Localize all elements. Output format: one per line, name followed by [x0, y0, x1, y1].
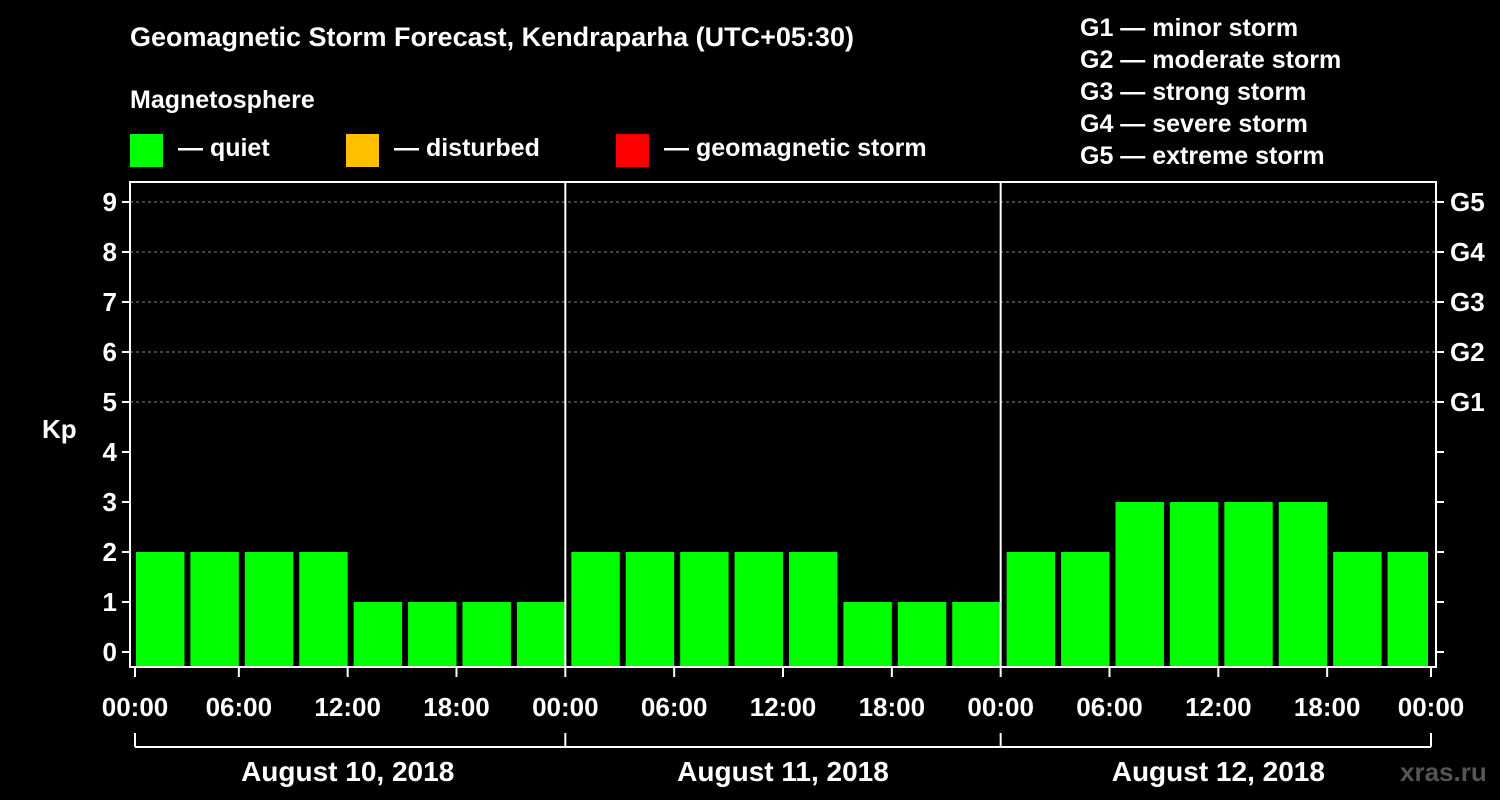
- g-level-label-g4: G4: [1450, 237, 1485, 267]
- day-label-1: August 11, 2018: [677, 756, 889, 787]
- storm-scale-g4: G4 — severe storm: [1080, 110, 1308, 138]
- legend-swatch-disturbed: [346, 134, 379, 167]
- y-tick-label-3: 3: [103, 487, 117, 517]
- g-level-label-g5: G5: [1450, 187, 1485, 217]
- bar-17: [1061, 552, 1110, 667]
- chart-title: Geomagnetic Storm Forecast, Kendraparha …: [130, 22, 854, 52]
- bar-0: [136, 552, 185, 667]
- storm-scale-g1: G1 — minor storm: [1080, 14, 1299, 42]
- bar-20: [1224, 502, 1273, 667]
- y-tick-label-5: 5: [103, 387, 117, 417]
- g-level-label-g1: G1: [1450, 387, 1485, 417]
- legend-label-disturbed: — disturbed: [394, 134, 540, 162]
- storm-scale-g3: G3 — strong storm: [1080, 78, 1307, 106]
- bar-5: [408, 602, 457, 667]
- bar-22: [1333, 552, 1382, 667]
- bar-12: [789, 552, 838, 667]
- bar-7: [516, 602, 566, 667]
- x-tick-label-2: 12:00: [314, 692, 381, 722]
- g-level-label-g3: G3: [1450, 287, 1485, 317]
- bar-11: [734, 552, 783, 667]
- x-tick-label-9: 06:00: [1076, 692, 1143, 722]
- x-tick-label-6: 12:00: [750, 692, 817, 722]
- legend-label-storm: — geomagnetic storm: [664, 134, 927, 162]
- x-tick-label-3: 18:00: [423, 692, 490, 722]
- x-tick-label-0: 00:00: [102, 692, 169, 722]
- bar-18: [1115, 502, 1164, 667]
- bar-23: [1387, 552, 1428, 667]
- y-tick-label-4: 4: [103, 437, 118, 467]
- y-axis-label: Kp: [42, 414, 77, 444]
- y-tick-label-2: 2: [103, 537, 117, 567]
- bar-21: [1278, 502, 1328, 667]
- bar-4: [353, 602, 403, 667]
- bar-2: [244, 552, 294, 667]
- y-tick-label-6: 6: [103, 337, 117, 367]
- x-tick-label-5: 06:00: [641, 692, 708, 722]
- bar-1: [190, 552, 239, 667]
- storm-scale-g2: G2 — moderate storm: [1080, 46, 1342, 74]
- x-tick-label-10: 12:00: [1185, 692, 1252, 722]
- x-tick-label-12: 00:00: [1398, 692, 1465, 722]
- storm-scale-g5: G5 — extreme storm: [1080, 142, 1325, 170]
- x-tick-label-8: 00:00: [967, 692, 1034, 722]
- day-label-0: August 10, 2018: [241, 756, 454, 787]
- y-tick-label-7: 7: [103, 287, 117, 317]
- x-tick-label-4: 00:00: [532, 692, 599, 722]
- x-tick-label-1: 06:00: [206, 692, 273, 722]
- bar-19: [1169, 502, 1219, 667]
- legend-swatch-quiet: [130, 134, 163, 167]
- watermark: xras.ru: [1400, 757, 1487, 787]
- y-tick-label-9: 9: [103, 187, 117, 217]
- bar-9: [625, 552, 675, 667]
- legend-heading: Magnetosphere: [130, 86, 315, 114]
- bar-16: [1006, 552, 1056, 667]
- bar-3: [299, 552, 348, 667]
- g-level-label-g2: G2: [1450, 337, 1485, 367]
- day-label-2: August 12, 2018: [1112, 756, 1325, 787]
- bar-14: [897, 602, 947, 667]
- x-tick-label-7: 18:00: [859, 692, 926, 722]
- x-tick-label-11: 18:00: [1294, 692, 1361, 722]
- bar-8: [571, 552, 620, 667]
- bar-13: [843, 602, 892, 667]
- bar-15: [952, 602, 1001, 667]
- bar-6: [462, 602, 511, 667]
- y-tick-label-8: 8: [103, 237, 117, 267]
- legend-label-quiet: — quiet: [178, 134, 270, 162]
- legend-swatch-storm: [616, 134, 649, 167]
- y-tick-label-0: 0: [103, 637, 117, 667]
- bar-10: [680, 552, 729, 667]
- y-tick-label-1: 1: [103, 587, 117, 617]
